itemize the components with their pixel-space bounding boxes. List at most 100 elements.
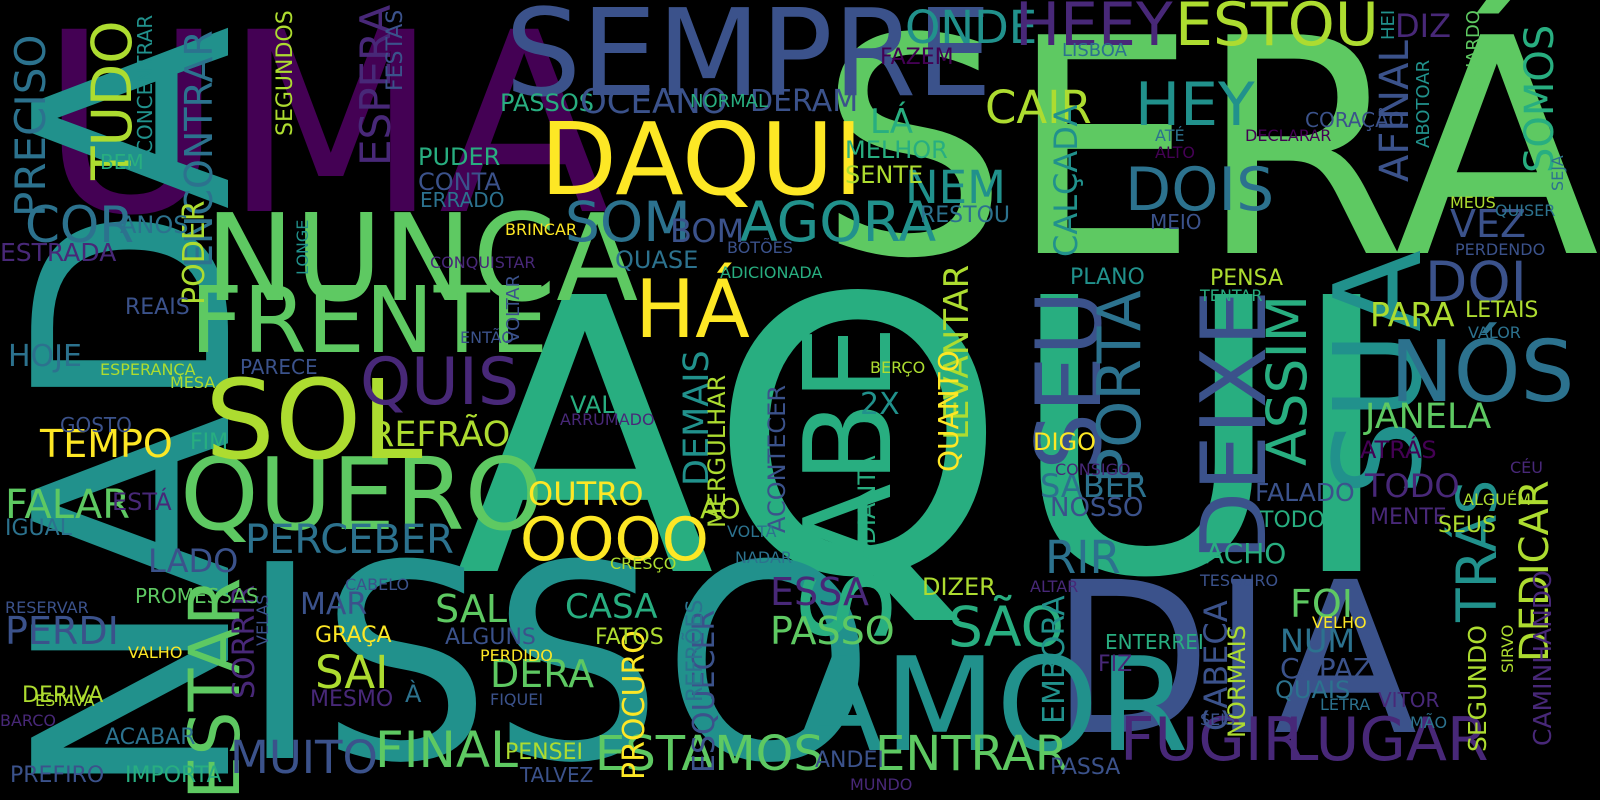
word-quanto: QUANTO xyxy=(932,350,965,472)
word-num: NUM xyxy=(1280,622,1355,660)
word-barco: BARCO xyxy=(0,711,57,730)
word-adianta: ADIANTA xyxy=(853,455,881,561)
word-refrões: REFRÕES xyxy=(683,599,708,702)
word-parece: PARECE xyxy=(240,355,318,379)
word-passa: PASSA xyxy=(1050,755,1121,780)
word-deram: DERAM xyxy=(750,84,859,119)
word-berço: BERÇO xyxy=(870,358,926,377)
word-restou: RESTOU xyxy=(920,203,1011,228)
word-diz: DIZ xyxy=(1395,7,1451,45)
word-heey: HEEY xyxy=(1015,0,1173,60)
word-entrar: ENTRAR xyxy=(875,726,1069,782)
word-atrás: ATRÁS xyxy=(1360,436,1437,464)
word-aqui: AQUI xyxy=(455,218,1398,661)
word-quase: QUASE xyxy=(615,246,699,274)
word-altar: ALTAR xyxy=(1030,577,1079,596)
word-há: HÁ xyxy=(635,263,750,356)
word-vez: VEZ xyxy=(1450,202,1527,246)
word-vale: VALE xyxy=(570,391,630,419)
word-mesmo: MESMO xyxy=(310,687,394,712)
word-fiz: FIZ xyxy=(1098,652,1133,677)
word-onde: ONDE xyxy=(905,1,1038,54)
word-sente: SENTE xyxy=(845,161,924,189)
word-falar: FALAR xyxy=(5,482,131,528)
word-2x: 2X xyxy=(860,387,900,422)
word-igual: IGUAL xyxy=(5,516,72,541)
word-será: SERÁ xyxy=(818,0,1600,324)
word-arrumado: ARRUMADO xyxy=(560,410,655,429)
word-fatos: FATOS xyxy=(595,625,664,650)
word-estamos: ESTAMOS xyxy=(595,726,824,782)
word-alto: ALTO xyxy=(1155,143,1196,162)
word-acho: ACHO xyxy=(1205,537,1287,570)
word-alguns: ALGUNS xyxy=(445,625,536,650)
word-final: FINAL xyxy=(375,721,518,779)
word-plano: PLANO xyxy=(1070,265,1145,290)
word-letais: LETAIS xyxy=(1465,298,1539,323)
word-para: PARA xyxy=(1370,295,1455,334)
word-então: ENTÃO xyxy=(460,328,514,347)
word-nós: NÓS xyxy=(1390,323,1575,422)
word-meio: MEIO xyxy=(1150,210,1202,234)
word-dia: DIA xyxy=(1050,537,1418,782)
word-fiquei: FIQUEI xyxy=(490,690,544,709)
word-som: SOM xyxy=(565,190,691,254)
word-acabar: ACABAR xyxy=(105,725,196,750)
word-até: ATÉ xyxy=(1155,126,1185,145)
word-sol: SOL xyxy=(205,356,423,484)
word-muito: MUITO xyxy=(230,731,378,784)
word-letra: LETRA xyxy=(1320,695,1371,714)
word-assim: ASSIM xyxy=(1255,294,1319,466)
word-procuro: PROCURO xyxy=(617,630,652,780)
word-uma: UMA xyxy=(40,0,610,270)
word-hey: HEY xyxy=(1135,70,1255,140)
word-outro: OUTRO xyxy=(528,475,644,513)
word-amor: AMOR xyxy=(795,629,1189,781)
word-deriva: DERIVA xyxy=(22,683,104,708)
word-festas: FESTAS xyxy=(383,9,408,91)
word-declarar: DECLARAR xyxy=(1245,126,1332,145)
word-meus: MEUS xyxy=(1450,193,1496,212)
word-tempo: TEMPO xyxy=(40,422,173,466)
word-lado: LADO xyxy=(148,542,239,580)
word-dera: DERA xyxy=(490,652,595,696)
word-errado: ERRADO xyxy=(420,188,505,212)
word-doi: DOI xyxy=(1425,250,1527,314)
word-sempre: SEMPRE xyxy=(505,0,993,124)
word-caminhando: CAMINHANDO xyxy=(1528,570,1557,746)
word-oooo: OOOO xyxy=(520,505,709,575)
word-nem: NEM xyxy=(905,161,1006,214)
word-mar: MAR xyxy=(300,587,368,622)
word-longe: LONGE xyxy=(293,219,312,275)
word-abotoar: ABOTOAR xyxy=(1413,59,1434,148)
word-esperança: ESPERANÇA xyxy=(100,360,196,379)
word-foi: FOI xyxy=(1290,582,1353,626)
word-nosso: NOSSO xyxy=(1050,493,1144,523)
word-talvez: TALVEZ xyxy=(520,763,594,787)
word-seja: SEJA xyxy=(1548,155,1567,191)
word-janela: JANELA xyxy=(1365,397,1492,437)
word-conquistar: CONQUISTAR xyxy=(430,253,536,272)
word-saber: SABER xyxy=(1040,467,1148,505)
word-estrada: ESTRADA xyxy=(0,238,117,267)
word-daqui: DAQUI xyxy=(540,101,864,218)
word-fazem: FAZEM xyxy=(880,45,954,70)
word-todo: TODO xyxy=(1365,467,1460,505)
word-quiser: QUISER xyxy=(1495,201,1556,220)
word-lugar: LUGAR xyxy=(1285,705,1489,775)
word-reservar: RESERVAR xyxy=(5,598,89,617)
word-agora: AGORA xyxy=(740,190,937,254)
word-andei: ANDEI xyxy=(815,748,884,773)
word-estava: ESTAVA xyxy=(35,691,95,710)
word-graça: GRAÇA xyxy=(315,623,392,648)
word-velas: VELAS xyxy=(253,594,272,646)
word-sal: SAL xyxy=(435,587,507,631)
word-preciso: PRECISO xyxy=(6,34,55,217)
word-cabelo: CABELO xyxy=(345,575,410,594)
word-quis: QUIS xyxy=(360,345,520,420)
word-valho: VALHO xyxy=(128,643,183,662)
word-cair: CAIR xyxy=(985,81,1092,134)
word-isso: ISSO xyxy=(240,507,875,800)
word-passos: PASSOS xyxy=(500,89,594,117)
word-acontecer: ACONTECER xyxy=(763,384,791,533)
